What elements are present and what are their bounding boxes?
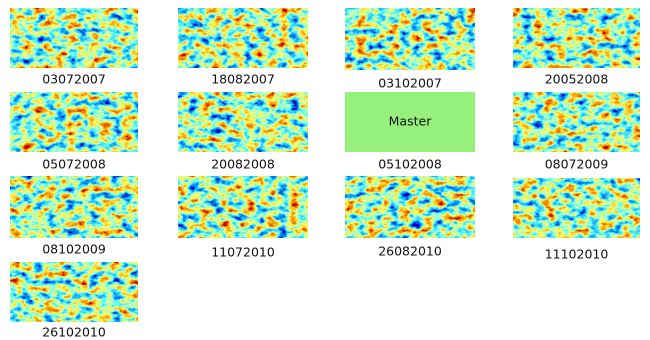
interferogram [345, 8, 475, 70]
tile-label: 08102009 [42, 242, 106, 257]
interferogram [345, 176, 475, 238]
tile-label: 26102010 [42, 325, 106, 340]
tile-label: 08072009 [545, 157, 609, 172]
tile-label: 05102008 [378, 157, 442, 172]
interferogram [10, 262, 138, 322]
interferogram [10, 92, 138, 152]
interferogram [178, 92, 308, 152]
tile-label: 03102007 [378, 76, 442, 91]
interferogram [513, 8, 640, 68]
tile-label: 20082008 [211, 157, 275, 172]
interferogram [178, 8, 308, 68]
tile-label: 20052008 [545, 72, 609, 87]
tile-label: 18082007 [211, 72, 275, 87]
interferogram [178, 176, 308, 238]
interferogram [10, 176, 138, 238]
interferogram [10, 8, 138, 68]
master-text: Master [389, 114, 433, 129]
tile-label: 03072007 [42, 72, 106, 87]
tile-label: 11072010 [211, 245, 275, 260]
interferogram [513, 92, 640, 152]
tile-label: 11102010 [545, 247, 609, 262]
interferogram [513, 178, 640, 238]
tile-label: 26082010 [378, 244, 442, 259]
tile-label: 05072008 [42, 157, 106, 172]
figure: 03072007 18082007 03102007 20052008 05072008… [0, 0, 650, 340]
